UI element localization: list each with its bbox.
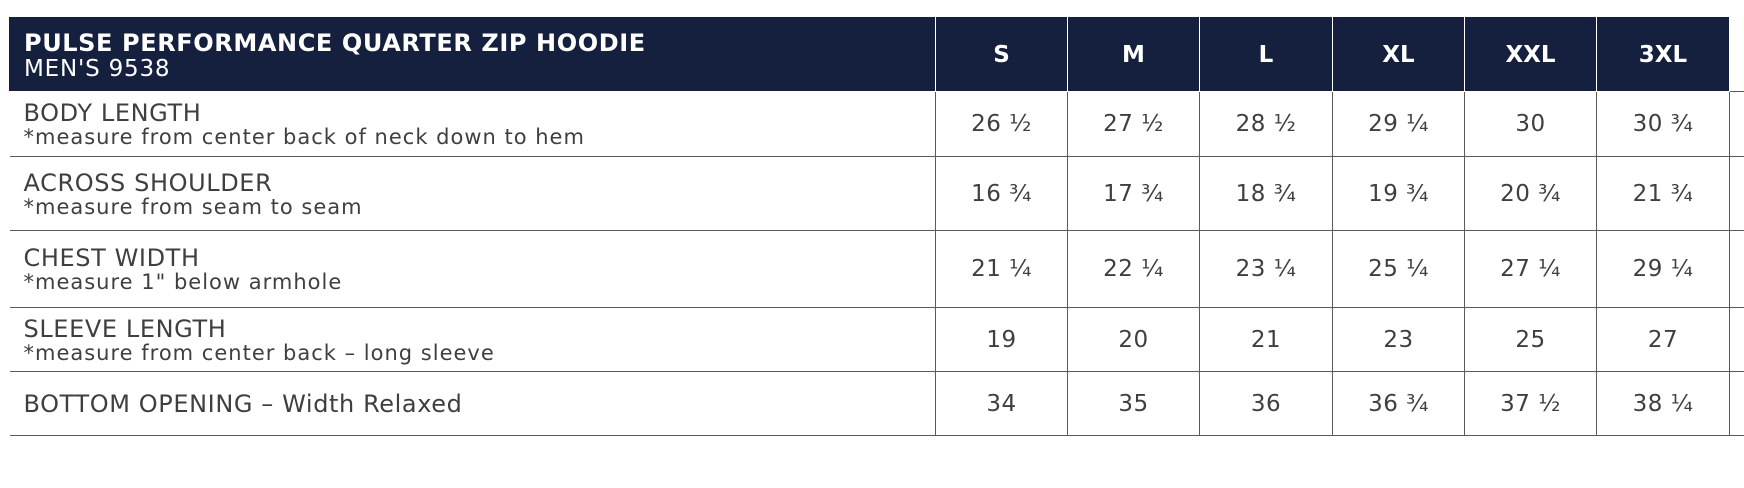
edge-cell (1729, 371, 1744, 436)
value-cell: 27 ¼ (1464, 230, 1597, 308)
value-cell: 36 ¾ (1332, 371, 1465, 436)
edge-cell (1729, 91, 1744, 157)
edge-cell (1729, 307, 1744, 372)
value-cell: 20 (1067, 307, 1200, 372)
measurement-label: ACROSS SHOULDER (23, 168, 273, 197)
value-cell: 29 ¼ (1596, 230, 1730, 308)
value-cell: 34 (935, 371, 1068, 436)
size-chart-table: PULSE PERFORMANCE QUARTER ZIP HOODIE MEN… (9, 17, 1744, 436)
measurement-note: *measure from center back of neck down t… (23, 125, 585, 149)
value-cell: 35 (1067, 371, 1200, 436)
table-header-row: PULSE PERFORMANCE QUARTER ZIP HOODIE MEN… (9, 17, 1744, 92)
value-cell: 20 ¾ (1464, 156, 1597, 231)
title-cell: PULSE PERFORMANCE QUARTER ZIP HOODIE MEN… (9, 17, 936, 92)
value-cell: 25 (1464, 307, 1597, 372)
value-cell: 18 ¾ (1199, 156, 1333, 231)
value-cell: 23 ¼ (1199, 230, 1333, 308)
product-title: PULSE PERFORMANCE QUARTER ZIP HOODIE (24, 28, 646, 57)
product-subtitle: MEN'S 9538 (24, 55, 171, 82)
value-cell: 21 ¼ (935, 230, 1068, 308)
table-row: BOTTOM OPENING – Width Relaxed 34 35 36 … (9, 371, 1744, 436)
value-cell: 21 (1199, 307, 1333, 372)
measurement-label: SLEEVE LENGTH (23, 314, 227, 343)
edge-cell (1729, 230, 1744, 308)
value-cell: 21 ¾ (1596, 156, 1730, 231)
measurement-note: *measure from center back – long sleeve (23, 340, 495, 365)
table-row: ACROSS SHOULDER *measure from seam to se… (9, 156, 1744, 231)
row-label-cell: BODY LENGTH *measure from center back of… (9, 91, 936, 157)
table-row: CHEST WIDTH *measure 1" below armhole 21… (9, 230, 1744, 308)
size-header-s: S (935, 17, 1068, 92)
measurement-note: *measure from seam to seam (23, 194, 363, 219)
table-row: BODY LENGTH *measure from center back of… (9, 91, 1744, 157)
row-label-cell: ACROSS SHOULDER *measure from seam to se… (9, 156, 936, 231)
measurement-label: BOTTOM OPENING – Width Relaxed (23, 389, 463, 418)
value-cell: 37 ½ (1464, 371, 1597, 436)
value-cell: 27 (1596, 307, 1730, 372)
size-header-xl: XL (1332, 17, 1465, 92)
measurement-note: *measure 1" below armhole (23, 270, 343, 294)
row-label-cell: BOTTOM OPENING – Width Relaxed (9, 371, 936, 436)
value-cell: 26 ½ (935, 91, 1068, 157)
value-cell: 38 ¼ (1596, 371, 1730, 436)
value-cell: 19 (935, 307, 1068, 372)
edge-column-header (1729, 17, 1744, 92)
size-header-m: M (1067, 17, 1200, 92)
value-cell: 30 (1464, 91, 1597, 157)
value-cell: 25 ¼ (1332, 230, 1465, 308)
value-cell: 29 ¼ (1332, 91, 1465, 157)
value-cell: 19 ¾ (1332, 156, 1465, 231)
value-cell: 28 ½ (1199, 91, 1333, 157)
value-cell: 27 ½ (1067, 91, 1200, 157)
table-row: SLEEVE LENGTH *measure from center back … (9, 307, 1744, 372)
value-cell: 22 ¼ (1067, 230, 1200, 308)
value-cell: 36 (1199, 371, 1333, 436)
row-label-cell: CHEST WIDTH *measure 1" below armhole (9, 230, 936, 308)
measurement-label: CHEST WIDTH (23, 244, 200, 272)
value-cell: 17 ¾ (1067, 156, 1200, 231)
value-cell: 16 ¾ (935, 156, 1068, 231)
size-header-3xl: 3XL (1596, 17, 1730, 92)
value-cell: 30 ¾ (1596, 91, 1730, 157)
size-header-l: L (1199, 17, 1333, 92)
row-label-cell: SLEEVE LENGTH *measure from center back … (9, 307, 936, 372)
size-header-xxl: XXL (1464, 17, 1597, 92)
value-cell: 23 (1332, 307, 1465, 372)
edge-cell (1729, 156, 1744, 231)
measurement-label: BODY LENGTH (23, 99, 202, 127)
